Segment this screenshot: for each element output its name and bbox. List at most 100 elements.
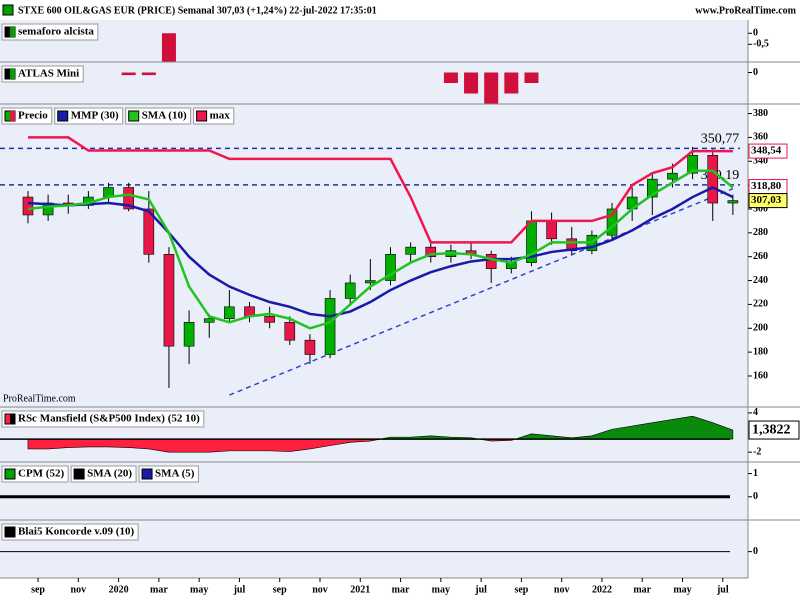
candle-body — [224, 306, 235, 320]
area-negative — [27, 439, 734, 453]
candle-body — [687, 154, 698, 174]
bar — [443, 72, 458, 83]
price-label: 348,54 — [751, 145, 782, 157]
header-icon — [2, 4, 14, 16]
y-tick-label: 220 — [753, 299, 768, 310]
y-tick-label: 340 — [753, 156, 768, 167]
x-tick-label: mar — [633, 584, 651, 595]
candle-body — [707, 154, 719, 204]
candle-body — [304, 339, 316, 355]
price-label: 307,03 — [751, 194, 782, 206]
bar — [484, 72, 499, 104]
candle-body — [485, 254, 497, 269]
legend-icon — [141, 468, 153, 480]
candle-body — [727, 200, 739, 204]
legend-box — [125, 107, 192, 125]
x-tick-label: sep — [31, 584, 45, 595]
y-tick-label: 380 — [753, 108, 768, 119]
legend-icon — [73, 468, 85, 480]
value-label-box — [748, 420, 800, 440]
legend-box — [138, 465, 199, 483]
legend-item: MMP (30) — [54, 107, 124, 125]
legend-icon — [10, 414, 15, 424]
legend-item: max — [193, 107, 235, 125]
y-tick-label: 280 — [753, 227, 768, 238]
legend-item: RSc Mansfield (S&P500 Index) (52 10) — [1, 410, 205, 428]
series-line — [27, 169, 734, 330]
legend-box — [1, 65, 84, 83]
x-tick-label: sep — [514, 584, 528, 595]
y-tick-label: 1 — [753, 468, 758, 479]
x-tick-label: mar — [150, 584, 168, 595]
legend-box — [1, 23, 99, 41]
x-tick-label: nov — [554, 584, 570, 595]
legend-label: SMA (5) — [155, 468, 195, 480]
legend-item: SMA (10) — [125, 107, 192, 125]
legend-label: SMA (20) — [87, 468, 132, 480]
y-tick-label: 0 — [753, 28, 758, 39]
bar — [464, 72, 479, 94]
legend-label: semaforo alcista — [18, 26, 94, 38]
candle-body — [264, 316, 275, 323]
legend-item: Precio — [1, 107, 53, 125]
watermark: ProRealTime.com — [3, 393, 76, 404]
legend-icon — [196, 110, 208, 122]
legend-icon — [4, 526, 16, 538]
legend-item: ATLAS Mini — [1, 65, 84, 83]
x-tick-label: may — [673, 584, 691, 595]
legend-label: SMA (10) — [142, 110, 187, 122]
candle-body — [546, 220, 557, 240]
legend-box — [1, 410, 205, 428]
price-label-box — [748, 193, 788, 209]
legend-icon — [128, 110, 140, 122]
x-tick-label: may — [190, 584, 208, 595]
legend-box — [70, 465, 137, 483]
legend-icon — [10, 27, 15, 37]
y-tick-label: 0 — [753, 546, 758, 557]
x-tick-label: 2022 — [592, 584, 612, 595]
x-tick-label: nov — [312, 584, 328, 595]
legend-icon — [10, 111, 15, 121]
candle-body — [143, 208, 155, 255]
legend-icon — [4, 468, 16, 480]
x-tick-label: jul — [233, 584, 246, 595]
candle-body — [324, 298, 336, 355]
legend-box — [54, 107, 124, 125]
x-tick-label: 2021 — [350, 584, 370, 595]
chart-title: STXE 600 OIL&GAS EUR (PRICE) Semanal 307… — [18, 5, 377, 16]
y-tick-label: 240 — [753, 275, 768, 286]
y-tick-label: 160 — [753, 370, 768, 381]
bar — [141, 72, 156, 76]
legend-label: MMP (30) — [71, 110, 119, 122]
legend-box — [1, 465, 69, 483]
candle-body — [425, 246, 437, 257]
y-tick-label: 0 — [753, 67, 758, 78]
candle-body — [385, 254, 396, 281]
legend-item: Blai5 Koncorde v.09 (10) — [1, 523, 139, 541]
y-tick-label: 260 — [753, 251, 768, 262]
x-tick-label: sep — [273, 584, 287, 595]
y-tick-label: 300 — [753, 203, 768, 214]
area-positive — [27, 415, 734, 440]
candle-body — [284, 322, 296, 341]
candle-body — [344, 282, 356, 299]
x-tick-label: nov — [71, 584, 87, 595]
legend-item: SMA (5) — [138, 465, 199, 483]
legend-item: semaforo alcista — [1, 23, 99, 41]
price-label: 318,80 — [751, 180, 782, 192]
y-tick-label: -0,5 — [753, 39, 769, 50]
y-tick-label: 0 — [753, 491, 758, 502]
candle-body — [22, 196, 34, 216]
value-label: 1,3822 — [752, 422, 791, 437]
x-tick-label: jul — [716, 584, 729, 595]
candle-body — [163, 254, 175, 347]
source: www.ProRealTime.com — [695, 5, 796, 16]
candle-body — [365, 280, 376, 284]
y-tick-label: 180 — [753, 346, 768, 357]
series-line — [27, 186, 734, 318]
legend-box — [1, 523, 139, 541]
candle-body — [405, 246, 416, 255]
trend-line — [229, 188, 734, 396]
candle-body — [123, 187, 134, 210]
